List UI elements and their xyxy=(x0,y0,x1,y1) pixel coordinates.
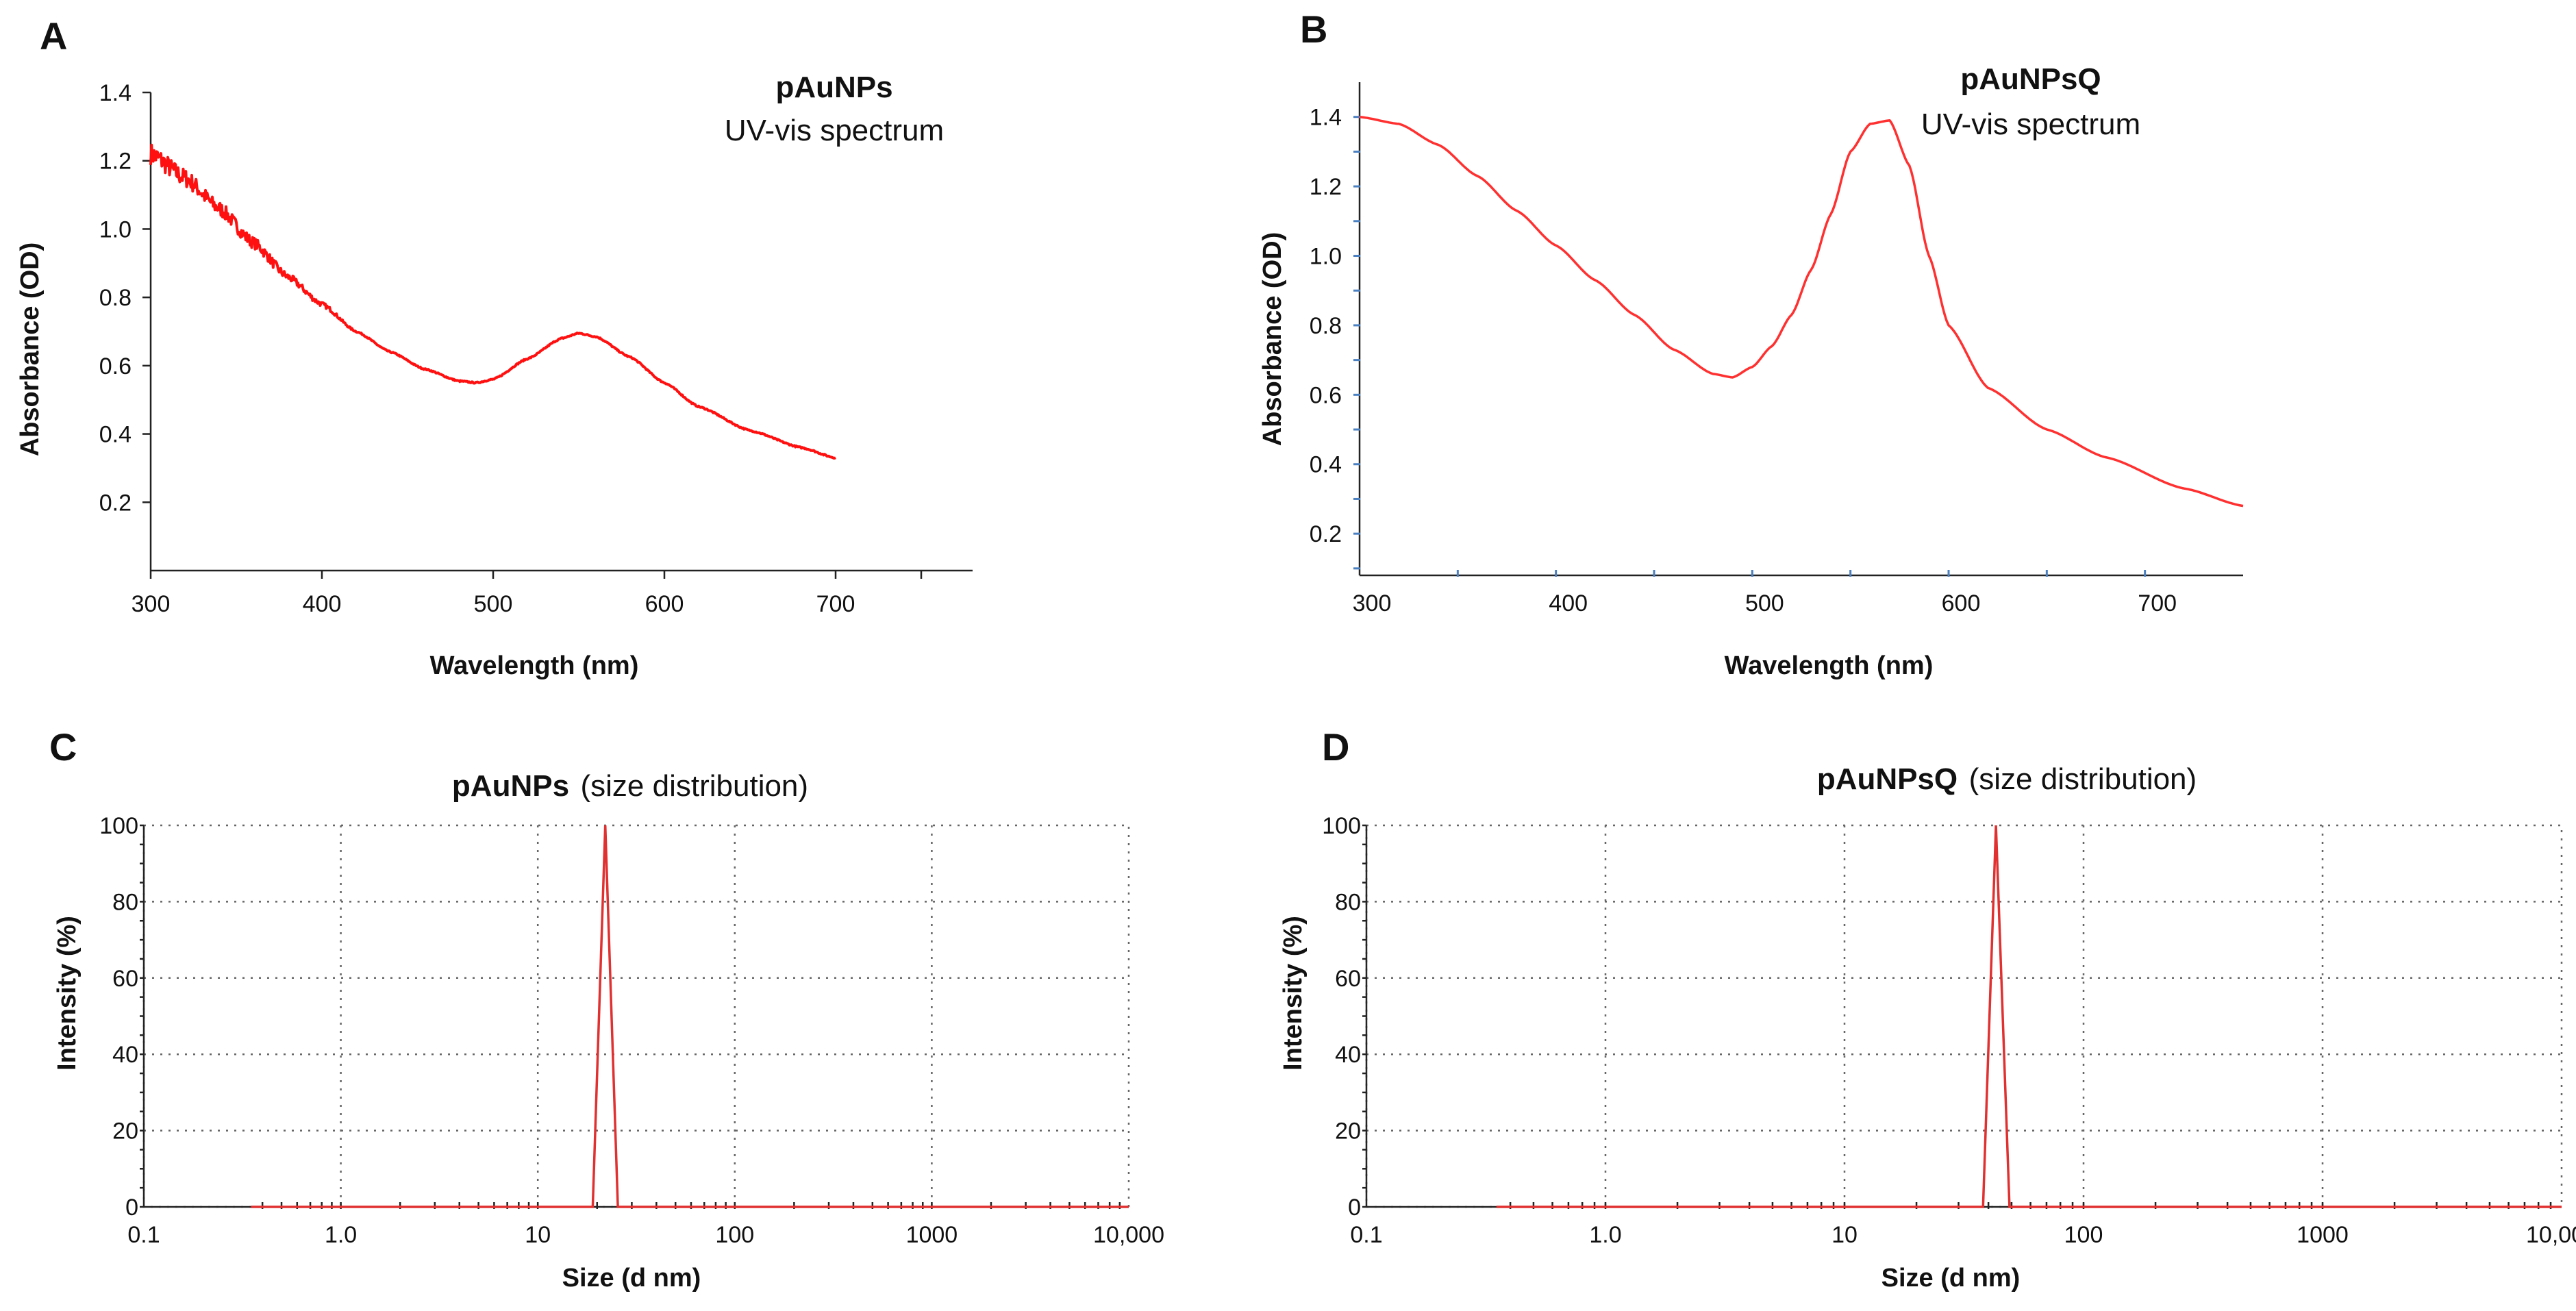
chart-a-y-tick-label: 0.8 xyxy=(99,285,132,311)
chart-c-title: pAuNPs (size distribution) xyxy=(452,769,808,803)
chart-c-y-tick-label: 100 xyxy=(99,813,138,839)
panel-letter-b: B xyxy=(1300,8,1327,51)
chart-a-y-tick-label: 0.6 xyxy=(99,353,132,379)
chart-a-subtitle: UV-vis spectrum xyxy=(725,114,944,147)
chart-d-x-tick-label: 10 xyxy=(1831,1222,1858,1248)
chart-d-title: pAuNPsQ (size distribution) xyxy=(1817,762,2197,796)
chart-b-y-tick-label: 1.2 xyxy=(1310,174,1342,200)
chart-b-x-axis-label: Wavelength (nm) xyxy=(1725,651,1934,680)
chart-a-x-tick-label: 400 xyxy=(303,591,342,617)
chart-a-y-tick-label: 0.4 xyxy=(99,422,132,448)
chart-a-uvvis-pAuNPs: pAuNPs UV-vis spectrum Wavelength (nm) A… xyxy=(16,71,973,680)
chart-c-x-tick-label: 1000 xyxy=(906,1222,958,1248)
chart-a-x-tick-label: 600 xyxy=(645,591,684,617)
chart-b-y-tick-label: 0.6 xyxy=(1310,382,1342,408)
chart-b-series-line xyxy=(1359,115,2244,508)
chart-d-y-tick-label: 40 xyxy=(1335,1042,1361,1068)
chart-b-subtitle: UV-vis spectrum xyxy=(1921,108,2140,141)
chart-d-title-rest: (size distribution) xyxy=(1969,762,2197,796)
chart-d-y-tick-label: 100 xyxy=(1322,813,1361,839)
chart-d-x-tick-label: 100 xyxy=(2064,1222,2103,1248)
chart-b-y-tick-label: 0.8 xyxy=(1310,313,1342,339)
chart-c-y-tick-label: 40 xyxy=(112,1042,138,1068)
chart-d-series-line xyxy=(1496,825,2562,1208)
chart-a-title: pAuNPs xyxy=(775,71,892,104)
chart-d-x-tick-label: 10,000 xyxy=(2526,1222,2576,1248)
chart-a-x-axis-label: Wavelength (nm) xyxy=(430,651,639,680)
chart-a-y-tick-label: 1.2 xyxy=(99,149,132,175)
chart-d-y-axis-label: Intensity (%) xyxy=(1279,916,1308,1071)
chart-a-y-tick-label: 1.0 xyxy=(99,216,132,242)
chart-b-x-tick-label: 500 xyxy=(1745,590,1784,616)
chart-b-x-tick-label: 700 xyxy=(2138,590,2177,616)
chart-c-y-axis-label: Intensity (%) xyxy=(53,916,82,1071)
chart-b-y-tick-label: 1.4 xyxy=(1310,105,1342,131)
chart-c-x-tick-label: 0.1 xyxy=(127,1222,160,1248)
panel-letter-d: D xyxy=(1322,725,1349,769)
chart-c-title-rest: (size distribution) xyxy=(581,769,809,803)
chart-c-x-tick-label: 100 xyxy=(715,1222,754,1248)
chart-c-y-tick-label: 60 xyxy=(112,966,138,992)
chart-a-series-line xyxy=(149,143,836,460)
chart-d-size-pAuNPsQ: pAuNPsQ (size distribution) Size (d nm) … xyxy=(1279,762,2576,1293)
chart-b-uvvis-pAuNPsQ: pAuNPsQ UV-vis spectrum Wavelength (nm) … xyxy=(1258,62,2244,680)
chart-b-y-tick-label: 0.4 xyxy=(1310,452,1342,478)
chart-c-series-line xyxy=(251,825,1129,1208)
chart-d-title-bold: pAuNPsQ xyxy=(1817,762,1958,796)
chart-d-x-tick-label: 1000 xyxy=(2297,1222,2349,1248)
chart-c-x-axis-label: Size (d nm) xyxy=(562,1264,701,1293)
chart-d-y-tick-label: 20 xyxy=(1335,1119,1361,1145)
chart-d-y-tick-label: 0 xyxy=(1348,1195,1361,1221)
chart-a-x-tick-label: 500 xyxy=(474,591,513,617)
chart-b-x-tick-label: 400 xyxy=(1549,590,1588,616)
chart-b-x-tick-label: 300 xyxy=(1353,590,1392,616)
chart-d-x-tick-label: 1.0 xyxy=(1589,1222,1621,1248)
chart-c-y-tick-label: 20 xyxy=(112,1119,138,1145)
chart-b-x-tick-label: 600 xyxy=(1942,590,1981,616)
chart-c-size-pAuNPs: pAuNPs (size distribution) Size (d nm) I… xyxy=(53,769,1164,1293)
chart-c-x-tick-label: 10 xyxy=(525,1222,551,1248)
chart-b-y-axis-label: Absorbance (OD) xyxy=(1258,232,1287,446)
chart-c-x-tick-label: 10,000 xyxy=(1093,1222,1164,1248)
chart-a-y-tick-label: 1.4 xyxy=(99,80,132,106)
chart-a-x-tick-label: 300 xyxy=(132,591,171,617)
chart-d-y-tick-label: 80 xyxy=(1335,889,1361,915)
chart-c-y-tick-label: 80 xyxy=(112,889,138,915)
chart-d-plot-frame xyxy=(1365,824,2563,1208)
chart-c-plot-frame xyxy=(142,824,1130,1208)
panel-letter-a: A xyxy=(40,14,67,58)
chart-c-y-tick-label: 0 xyxy=(125,1195,138,1221)
chart-b-y-tick-label: 1.0 xyxy=(1310,244,1342,270)
panel-letter-c: C xyxy=(49,725,77,769)
chart-d-y-tick-label: 60 xyxy=(1335,966,1361,992)
chart-c-x-tick-label: 1.0 xyxy=(325,1222,357,1248)
chart-b-y-tick-label: 0.2 xyxy=(1310,521,1342,547)
chart-d-x-tick-label: 0.1 xyxy=(1350,1222,1382,1248)
chart-c-title-bold: pAuNPs xyxy=(452,769,569,803)
chart-a-y-tick-label: 0.2 xyxy=(99,490,132,516)
chart-a-x-tick-label: 700 xyxy=(816,591,855,617)
chart-d-x-axis-label: Size (d nm) xyxy=(1881,1264,2021,1293)
chart-b-title: pAuNPsQ xyxy=(1960,62,2101,96)
chart-a-y-axis-label: Absorbance (OD) xyxy=(16,242,45,456)
